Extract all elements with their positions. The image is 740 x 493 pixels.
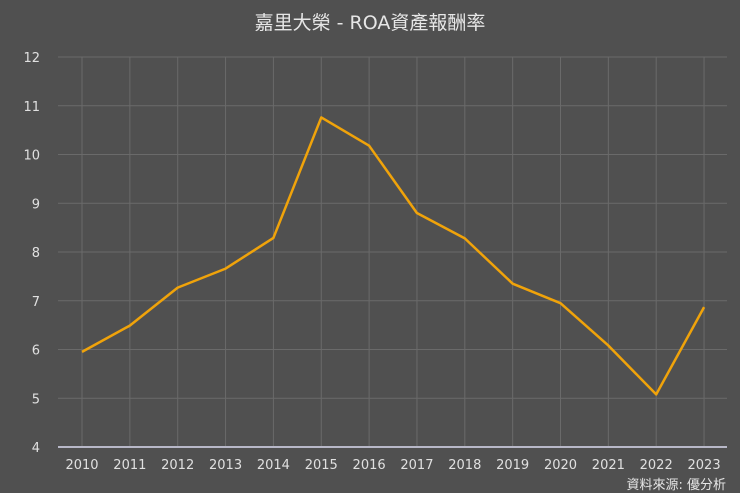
y-tick-label: 7 <box>32 295 40 310</box>
x-tick-label: 2014 <box>257 458 290 473</box>
x-tick-label: 2016 <box>353 458 386 473</box>
x-tick-label: 2017 <box>400 458 433 473</box>
x-tick-label: 2020 <box>544 458 577 473</box>
x-tick-label: 2018 <box>448 458 481 473</box>
y-tick-label: 11 <box>23 100 40 115</box>
x-tick-label: 2023 <box>688 458 721 473</box>
roa-line <box>81 116 706 396</box>
x-tick-label: 2013 <box>209 458 242 473</box>
gridlines <box>58 56 727 447</box>
source-note: 資料來源: 優分析 <box>626 478 726 493</box>
y-tick-label: 8 <box>32 246 40 261</box>
x-tick-label: 2022 <box>640 458 673 473</box>
y-tick-label: 5 <box>32 392 40 407</box>
x-tick-label: 2011 <box>113 458 146 473</box>
y-tick-label: 10 <box>23 149 40 164</box>
x-tick-label: 2015 <box>305 458 338 473</box>
x-tick-label: 2012 <box>161 458 194 473</box>
x-tick-label: 2019 <box>496 458 529 473</box>
y-tick-label: 9 <box>32 197 40 212</box>
x-axis-ticks: 2010 2011 2012 2013 2014 2015 2016 2017 2018 2019… <box>65 458 720 473</box>
y-axis-ticks: 4 5 6 7 8 9 10 11 12 <box>23 51 40 456</box>
y-tick-label: 12 <box>23 51 40 66</box>
chart-title: 嘉里大榮 - ROA資產報酬率 <box>254 12 486 34</box>
y-tick-label: 4 <box>32 441 40 456</box>
y-tick-label: 6 <box>32 344 40 359</box>
x-tick-label: 2021 <box>592 458 625 473</box>
x-tick-label: 2010 <box>65 458 98 473</box>
